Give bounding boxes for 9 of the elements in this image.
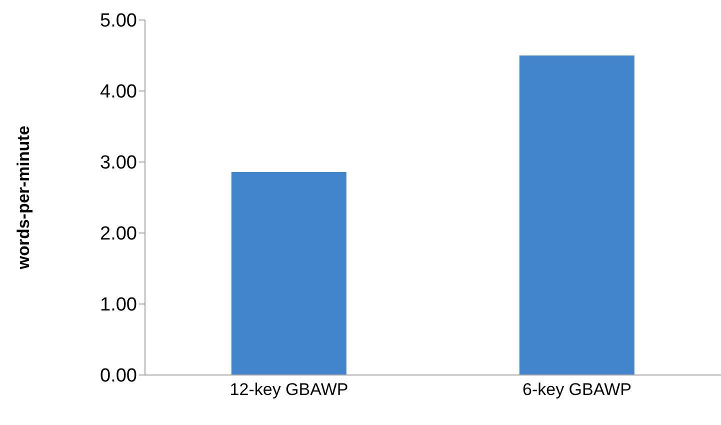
- y-tick-label: 5.00: [100, 10, 137, 32]
- x-tick-label: 6-key GBAWP: [522, 380, 632, 400]
- y-tick-label: 3.00: [100, 152, 137, 174]
- y-tick-label: 2.00: [100, 224, 137, 245]
- y-tick-label: 4.00: [100, 82, 137, 103]
- y-tick-label: 1.00: [100, 294, 137, 316]
- y-axis-title: words-per-minute: [14, 126, 34, 270]
- x-tick-label: 12-key GBAWP: [230, 380, 348, 400]
- y-tick-label: 0.00: [100, 366, 137, 387]
